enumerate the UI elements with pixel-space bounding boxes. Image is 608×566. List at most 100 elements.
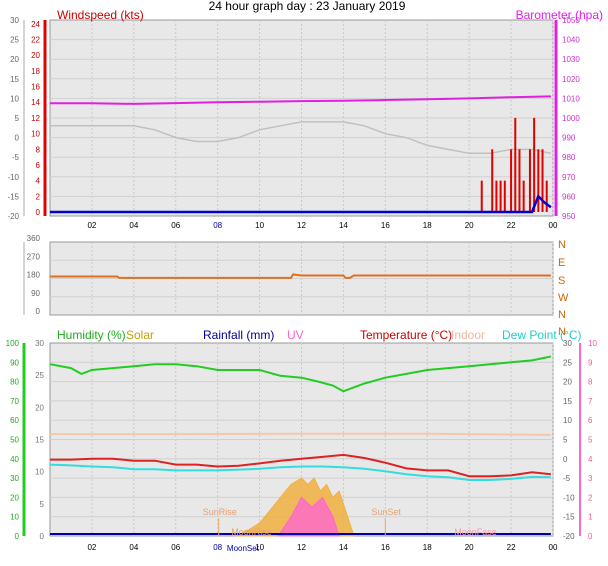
direction-tick: 270	[27, 252, 41, 261]
barometer-tick: 980	[562, 153, 576, 162]
gust-bar	[541, 149, 544, 212]
temperature-tick: 30	[563, 339, 572, 348]
x-tick-label: 04	[129, 543, 138, 552]
compass-tick: S	[558, 275, 565, 287]
direction-tick: 0	[36, 307, 41, 316]
x-tick-label: 10	[255, 221, 264, 230]
gust-bar	[537, 149, 540, 212]
uv-tick: 2	[588, 493, 593, 502]
temperature-label: Temperature (°C)	[360, 328, 452, 342]
direction-tick: 360	[27, 234, 41, 243]
temperature-tick: 25	[563, 358, 572, 367]
uv-tick: 6	[588, 416, 593, 425]
compass-tick: E	[558, 257, 565, 269]
temperature-tick: -15	[563, 513, 575, 522]
indoor-line	[50, 432, 551, 436]
uv-tick: 10	[588, 339, 597, 348]
windspeed-tick: 4	[36, 177, 41, 186]
wind-direction-line	[50, 273, 551, 279]
gust-bar	[522, 180, 525, 212]
solar-label: Solar	[126, 328, 154, 342]
solar-tick: 30	[35, 339, 44, 348]
compass-tick: N	[558, 309, 566, 321]
gust-bar	[491, 149, 494, 212]
solar-tick: 5	[40, 500, 45, 509]
gust-bar	[499, 180, 502, 212]
x-tick-label: 20	[465, 221, 474, 230]
temperature-tick: 15	[563, 397, 572, 406]
x-tick-label: 14	[339, 221, 348, 230]
barometer-tick: 960	[562, 192, 576, 201]
barometer-tick: 970	[562, 173, 576, 182]
moonset-label: MoonSet	[227, 544, 260, 553]
barometer-tick: 1000	[562, 114, 580, 123]
outer-left-tick: 0	[15, 134, 20, 143]
windspeed-tick: 10	[31, 130, 40, 139]
uv-tick: 7	[588, 397, 593, 406]
temperature-line	[50, 453, 552, 478]
x-tick-label: 22	[507, 543, 516, 552]
dewpoint-line	[49, 463, 551, 481]
gust-bar	[518, 149, 521, 212]
x-tick-label: 06	[171, 543, 180, 552]
x-tick-label: 02	[87, 543, 96, 552]
humidity-tick: 30	[10, 474, 19, 483]
moonrise-label: MoonRise	[231, 527, 272, 537]
windspeed-tick: 12	[31, 114, 40, 123]
x-tick-label: 16	[381, 221, 390, 230]
outer-left-tick: 25	[10, 36, 19, 45]
x-tick-label: 18	[423, 543, 432, 552]
rainfall-label: Rainfall (mm)	[203, 328, 274, 342]
wind-average-line	[50, 194, 552, 214]
humidity-line	[49, 355, 552, 393]
windspeed-tick: 16	[31, 83, 40, 92]
gust-bar	[503, 180, 506, 212]
uv-label: UV	[287, 328, 304, 342]
humidity-tick: 90	[10, 358, 19, 367]
humidity-tick: 70	[10, 397, 19, 406]
x-tick-label: 04	[129, 221, 138, 230]
outer-left-tick: -5	[12, 153, 20, 162]
windspeed-tick: 14	[31, 98, 40, 107]
barometer-tick: 1020	[562, 75, 580, 84]
temperature-tick: -20	[563, 532, 575, 541]
panel-wind-baro: Windspeed (kts) Barometer (hpa) -20 -15 -1…	[7, 8, 603, 221]
windspeed-tick: 18	[31, 67, 40, 76]
outer-left-tick: -20	[7, 212, 19, 221]
sunrise-label: SunRise	[203, 507, 237, 517]
windspeed-tick: 22	[31, 36, 40, 45]
indoor-label: Indoor	[451, 328, 485, 342]
temperature-tick: -10	[563, 493, 575, 502]
solar-tick: 10	[35, 468, 44, 477]
gust-bar	[514, 117, 517, 212]
windspeed-tick: 20	[31, 51, 40, 60]
x-tick-label: 16	[381, 543, 390, 552]
uv-tick: 8	[588, 378, 593, 387]
humidity-tick: 20	[10, 493, 19, 502]
outer-left-tick: 5	[15, 114, 20, 123]
gust-bar	[533, 117, 536, 212]
windspeed-label: Windspeed (kts)	[57, 8, 144, 22]
temperature-tick: 0	[563, 455, 568, 464]
x-tick-label: 20	[465, 543, 474, 552]
humidity-tick: 10	[10, 513, 19, 522]
x-tick-label: 08	[213, 221, 222, 230]
x-tick-label: 08	[213, 543, 222, 552]
x-tick-label: 00	[549, 543, 558, 552]
uv-tick: 0	[588, 532, 593, 541]
outer-left-tick: 30	[10, 16, 19, 25]
direction-tick: 180	[27, 271, 41, 280]
graph-title: 24 hour graph day : 23 January 2019	[209, 0, 406, 13]
prev-temperature-line	[50, 121, 552, 155]
temperature-tick: 10	[563, 416, 572, 425]
x-tick-label: 14	[339, 543, 348, 552]
barometer-tick: 990	[562, 134, 576, 143]
x-tick-label: 10	[255, 543, 264, 552]
gust-bar	[545, 180, 548, 212]
compass-tick: N	[558, 326, 566, 338]
outer-left-tick: 15	[10, 75, 19, 84]
x-tick-label: 12	[297, 543, 306, 552]
